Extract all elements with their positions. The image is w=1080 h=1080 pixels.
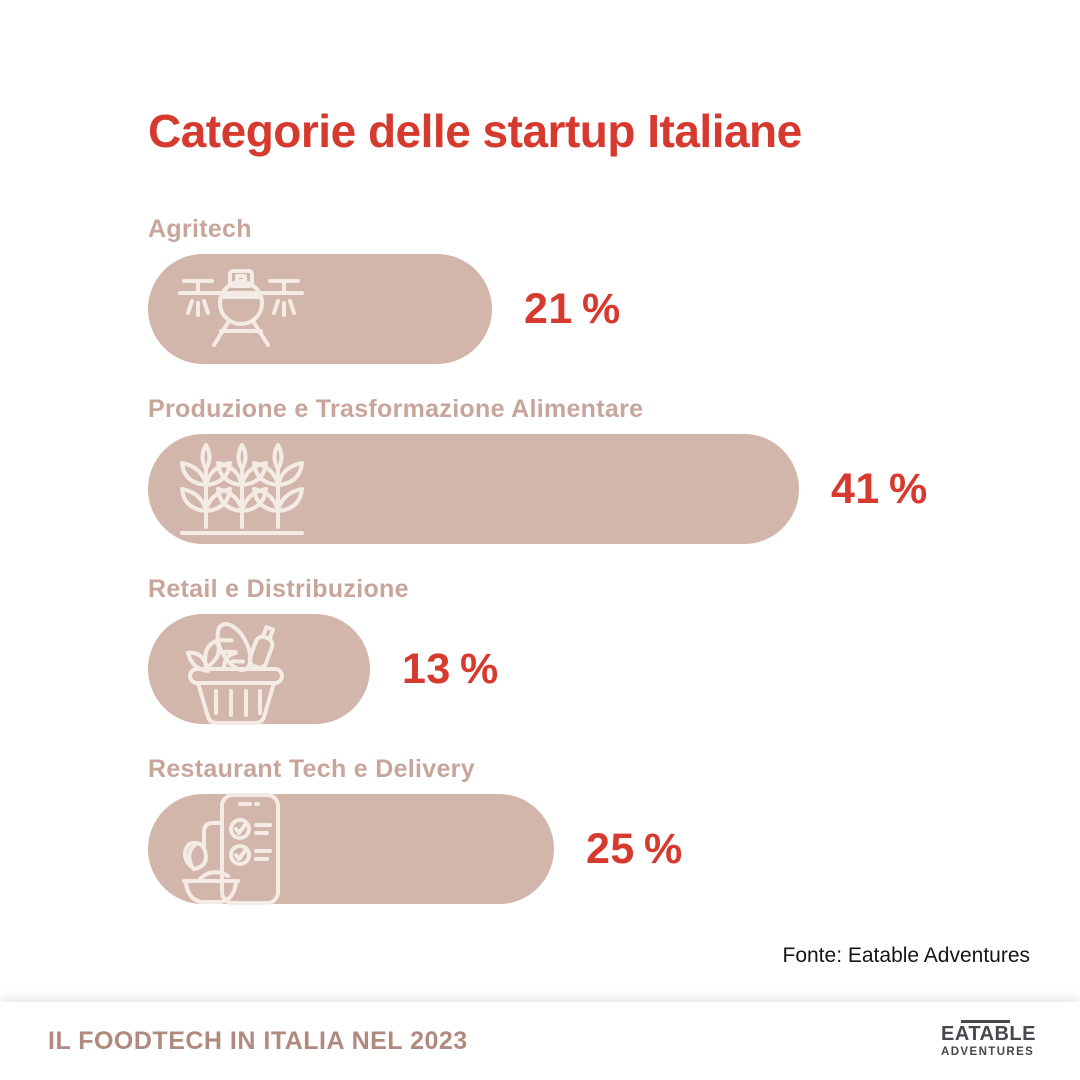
bar-line: 41 % [148, 434, 1048, 544]
category-label: Retail e Distribuzione [148, 575, 409, 603]
eatable-adventures-logo: EATABLE ADVENTURES [941, 1019, 1036, 1059]
crops-plants-icon [180, 443, 304, 535]
percentage-value: 13 % [402, 644, 499, 693]
grocery-basket-icon [186, 622, 284, 725]
crops-plants-icon [176, 439, 308, 539]
category-label: Agritech [148, 215, 252, 243]
category-bar [148, 254, 492, 364]
percentage-value: 21 % [524, 284, 621, 333]
logo-wordmark: EATABLE [941, 1022, 1036, 1045]
page-title: Categorie delle startup Italiane [148, 105, 802, 157]
percentage-value: 25 % [586, 824, 683, 873]
category-bar [148, 793, 554, 905]
category-bar [148, 613, 370, 725]
grocery-basket-icon [176, 613, 296, 725]
category-label: Restaurant Tech e Delivery [148, 755, 475, 783]
agriculture-drone-icon [178, 269, 304, 347]
bar-line: 25 % [148, 793, 1048, 905]
percentage-value: 41 % [831, 464, 928, 513]
chart-row: Agritech 21 % [148, 214, 1048, 364]
chart-row: Restaurant Tech e Delivery [148, 754, 1048, 905]
chart-row: Produzione e Trasformazione Alimentare [148, 394, 1048, 544]
chart-row: Retail e Distribuzione [148, 574, 1048, 725]
category-bar [148, 434, 799, 544]
food-delivery-app-icon [176, 789, 296, 909]
bar-line: 21 % [148, 254, 1048, 364]
logo-bar-decoration [960, 1019, 1011, 1023]
source-note: Fonte: Eatable Adventures [782, 944, 1031, 967]
category-label: Produzione e Trasformazione Alimentare [148, 395, 644, 423]
footer-bar: IL FOODTECH IN ITALIA NEL 2023 EATABLE A… [0, 1002, 1080, 1080]
bar-chart: Agritech 21 % [148, 214, 1048, 934]
food-delivery-app-icon [182, 793, 280, 905]
logo-subtext: ADVENTURES [941, 1045, 1035, 1058]
bar-line: 13 % [148, 613, 1048, 725]
footer-caption: IL FOODTECH IN ITALIA NEL 2023 [48, 1026, 468, 1055]
agriculture-drone-icon [176, 263, 306, 355]
